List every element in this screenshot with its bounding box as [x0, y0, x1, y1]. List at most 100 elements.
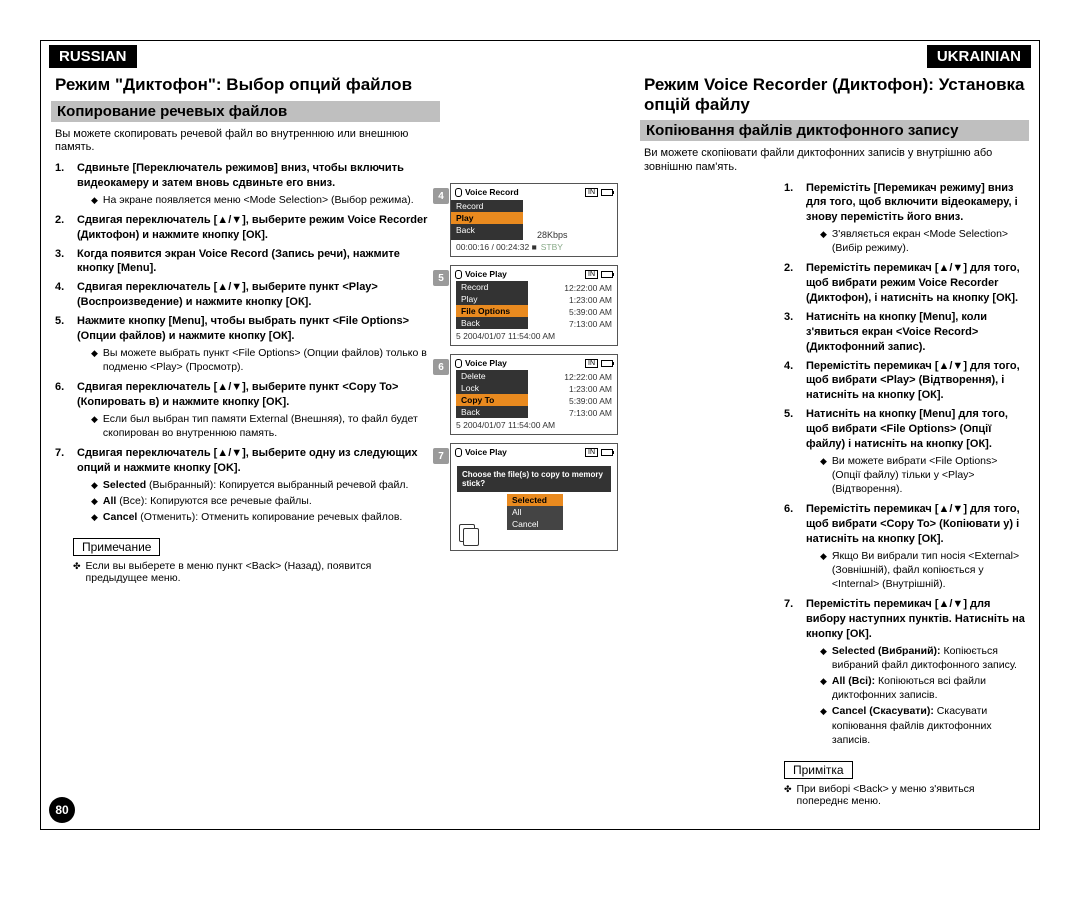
menu-item-copy-to[interactable]: Copy To	[456, 394, 528, 406]
menu-item-play[interactable]: Play	[451, 212, 523, 224]
uk-subtitle: Копіювання файлів диктофонного запису	[646, 122, 1023, 139]
screen-badge-4: 4	[433, 188, 449, 204]
menu-item-record[interactable]: Record	[451, 200, 523, 212]
ru-step-3: Когда появится экран Voice Record (Запис…	[77, 247, 436, 277]
battery-icon	[601, 449, 613, 456]
screen-4-menu: Record Play Back	[451, 200, 523, 240]
uk-step-1: Перемістіть [Перемикач режиму] вниз для …	[806, 182, 1018, 224]
stby-label: STBY	[541, 242, 563, 252]
screen-4: 4 Voice Record IN Record Play Back 28Kbp…	[450, 183, 618, 257]
uk-step-6: Перемістіть перемикач [▲/▼] для того, що…	[806, 503, 1020, 545]
column-ukrainian: Режим Voice Recorder (Диктофон): Установ…	[630, 71, 1039, 829]
list-time: 7:13:00 AM	[569, 408, 612, 418]
screen-badge-5: 5	[433, 270, 449, 286]
ru-step-5: Нажмите кнопку [Menu], чтобы выбрать пун…	[77, 315, 409, 342]
ru-step-7: Сдвигая переключатель [▲/▼], выберите од…	[77, 447, 418, 474]
ru-step-2: Сдвигая переключатель [▲/▼], выберите ре…	[77, 213, 436, 243]
ru-step-4: Сдвигая переключатель [▲/▼], выберите пу…	[77, 280, 436, 310]
uk-sub-6: Якщо Ви вибрали тип носія <External> (Зо…	[820, 549, 1025, 592]
list-time: 12:22:00 AM	[564, 283, 612, 293]
mic-icon	[455, 448, 462, 457]
uk-intro: Ви можете скопіювати файли диктофонних з…	[644, 147, 1025, 175]
ru-intro: Вы можете скопировать речевой файл во вн…	[55, 128, 436, 156]
uk-step-3: Натисніть на кнопку [Menu], коли з'явить…	[806, 310, 1025, 355]
screen-badge-7: 7	[433, 448, 449, 464]
ru-sub-7b: All (Все): Копируются все речевые файлы.	[91, 494, 436, 508]
screenshot-column: 4 Voice Record IN Record Play Back 28Kbp…	[450, 71, 630, 829]
uk-sub-5: Ви можете вибрати <File Options> (Опції …	[820, 454, 1025, 497]
uk-sub-7c: Cancel (Скасувати): Скасувати копіювання…	[820, 704, 1025, 747]
list-last-row: 5 2004/01/07 11:54:00 AM	[456, 419, 612, 431]
ru-sub-7c: Cancel (Отменить): Отменить копирование …	[91, 510, 436, 524]
menu-item-lock[interactable]: Lock	[456, 382, 528, 394]
lang-tab-ukrainian: UKRAINIAN	[927, 45, 1031, 68]
ru-sub-6: Если был выбран тип памяти External (Вне…	[91, 412, 436, 440]
battery-icon	[601, 271, 613, 278]
ru-note: Если вы выберете в меню пункт <Back> (На…	[73, 560, 436, 584]
screen-5-menu: Record Play File Options Back	[456, 281, 528, 329]
uk-step-2: Перемістіть перемикач [▲/▼] для того, що…	[806, 261, 1025, 306]
screen-7-title: Voice Play	[465, 447, 507, 457]
menu-item-record[interactable]: Record	[456, 281, 528, 293]
option-selected[interactable]: Selected	[507, 494, 563, 506]
menu-item-back[interactable]: Back	[451, 224, 523, 236]
battery-icon	[601, 360, 613, 367]
menu-item-back[interactable]: Back	[456, 406, 528, 418]
manual-page: RUSSIAN UKRAINIAN Режим "Диктофон": Выбо…	[40, 40, 1040, 830]
screen-6: 6 Voice Play IN Delete Lock Copy To Back…	[450, 354, 618, 435]
ru-step-1: Сдвиньте [Переключатель режимов] вниз, ч…	[77, 162, 404, 189]
list-time: 12:22:00 AM	[564, 372, 612, 382]
storage-in-icon: IN	[585, 448, 598, 457]
list-time: 7:13:00 AM	[569, 319, 612, 329]
uk-sub-7a: Selected (Вибраний): Копіюється вибраний…	[820, 644, 1025, 672]
screen-4-time: 00:00:16 / 00:24:32	[456, 242, 529, 252]
list-time: 5:39:00 AM	[569, 396, 612, 406]
storage-in-icon: IN	[585, 188, 598, 197]
lang-tab-russian: RUSSIAN	[49, 45, 137, 68]
menu-item-file-options[interactable]: File Options	[456, 305, 528, 317]
page-number: 80	[49, 797, 75, 823]
storage-in-icon: IN	[585, 359, 598, 368]
uk-title: Режим Voice Recorder (Диктофон): Установ…	[644, 75, 1025, 114]
mic-icon	[455, 270, 462, 279]
screen-5-title: Voice Play	[465, 269, 507, 279]
screen-7: 7 Voice Play IN Choose the file(s) to co…	[450, 443, 618, 551]
list-time: 1:23:00 AM	[569, 295, 612, 305]
list-time: 5:39:00 AM	[569, 307, 612, 317]
option-all[interactable]: All	[507, 506, 563, 518]
screen-6-title: Voice Play	[465, 358, 507, 368]
uk-step-5: Натисніть на кнопку [Menu] для того, щоб…	[806, 408, 1008, 450]
uk-note: При виборі <Back> у меню з'явиться попер…	[784, 783, 1025, 807]
ru-step-6: Сдвигая переключатель [▲/▼], выберите пу…	[77, 381, 398, 408]
screen-4-title: Voice Record	[465, 187, 519, 197]
ru-sub-1: На экране появляется меню <Mode Selectio…	[91, 193, 436, 207]
screen-5: 5 Voice Play IN Record Play File Options…	[450, 265, 618, 346]
mic-icon	[455, 188, 462, 197]
mic-icon	[455, 359, 462, 368]
list-last-row: 5 2004/01/07 11:54:00 AM	[456, 330, 612, 342]
uk-step-4: Перемістіть перемикач [▲/▼] для того, що…	[806, 359, 1025, 404]
uk-step-7: Перемістіть перемикач [▲/▼] для вибору н…	[806, 598, 1025, 640]
confirm-options: Selected All Cancel	[507, 494, 563, 530]
copy-icon	[459, 524, 475, 542]
menu-item-back[interactable]: Back	[456, 317, 528, 329]
battery-icon	[601, 189, 613, 196]
list-time: 1:23:00 AM	[569, 384, 612, 394]
confirm-prompt: Choose the file(s) to copy to memory sti…	[457, 466, 611, 492]
storage-in-icon: IN	[585, 270, 598, 279]
bitrate-label: 28Kbps	[523, 200, 568, 240]
option-cancel[interactable]: Cancel	[507, 518, 563, 530]
uk-note-label: Примітка	[784, 761, 853, 779]
menu-item-delete[interactable]: Delete	[456, 370, 528, 382]
uk-sub-1: З'являється екран <Mode Selection> (Вибі…	[820, 227, 1025, 255]
ru-subtitle: Копирование речевых файлов	[57, 103, 434, 120]
uk-sub-7b: All (Всі): Копіюються всі файли диктофон…	[820, 674, 1025, 702]
ru-title: Режим "Диктофон": Выбор опций файлов	[55, 75, 436, 95]
column-russian: Режим "Диктофон": Выбор опций файлов Коп…	[41, 71, 450, 829]
ru-note-label: Примечание	[73, 538, 160, 556]
ru-sub-7a: Selected (Выбранный): Копируется выбранн…	[91, 478, 436, 492]
menu-item-play[interactable]: Play	[456, 293, 528, 305]
screen-6-menu: Delete Lock Copy To Back	[456, 370, 528, 418]
ru-sub-5: Вы можете выбрать пункт <File Options> (…	[91, 346, 436, 374]
screen-badge-6: 6	[433, 359, 449, 375]
